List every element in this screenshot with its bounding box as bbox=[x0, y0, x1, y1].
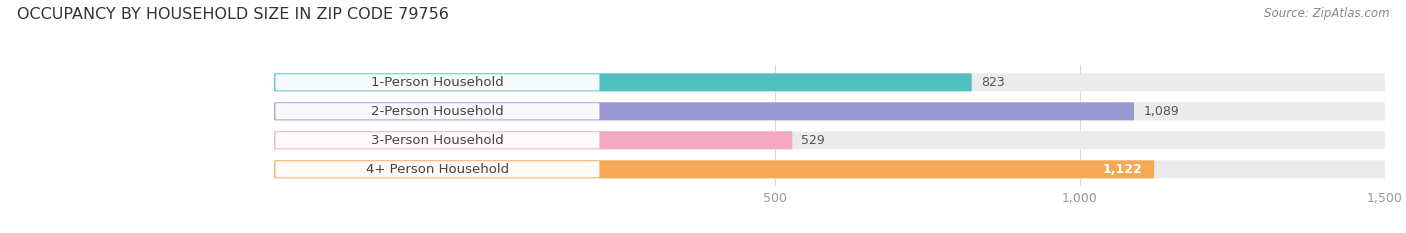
FancyBboxPatch shape bbox=[274, 102, 1385, 120]
Text: 529: 529 bbox=[801, 134, 825, 147]
Text: 823: 823 bbox=[981, 76, 1005, 89]
FancyBboxPatch shape bbox=[274, 131, 793, 149]
FancyBboxPatch shape bbox=[274, 160, 1385, 178]
FancyBboxPatch shape bbox=[276, 161, 599, 177]
Text: 1,122: 1,122 bbox=[1102, 163, 1142, 176]
FancyBboxPatch shape bbox=[274, 73, 972, 91]
FancyBboxPatch shape bbox=[276, 103, 599, 120]
FancyBboxPatch shape bbox=[274, 131, 1385, 149]
FancyBboxPatch shape bbox=[276, 74, 599, 90]
Text: 3-Person Household: 3-Person Household bbox=[371, 134, 503, 147]
Text: 4+ Person Household: 4+ Person Household bbox=[366, 163, 509, 176]
Text: 1-Person Household: 1-Person Household bbox=[371, 76, 503, 89]
FancyBboxPatch shape bbox=[274, 73, 1385, 91]
FancyBboxPatch shape bbox=[274, 102, 1135, 120]
Text: OCCUPANCY BY HOUSEHOLD SIZE IN ZIP CODE 79756: OCCUPANCY BY HOUSEHOLD SIZE IN ZIP CODE … bbox=[17, 7, 449, 22]
FancyBboxPatch shape bbox=[274, 160, 1154, 178]
Text: 1,089: 1,089 bbox=[1143, 105, 1180, 118]
Text: Source: ZipAtlas.com: Source: ZipAtlas.com bbox=[1264, 7, 1389, 20]
FancyBboxPatch shape bbox=[276, 132, 599, 148]
Text: 2-Person Household: 2-Person Household bbox=[371, 105, 503, 118]
